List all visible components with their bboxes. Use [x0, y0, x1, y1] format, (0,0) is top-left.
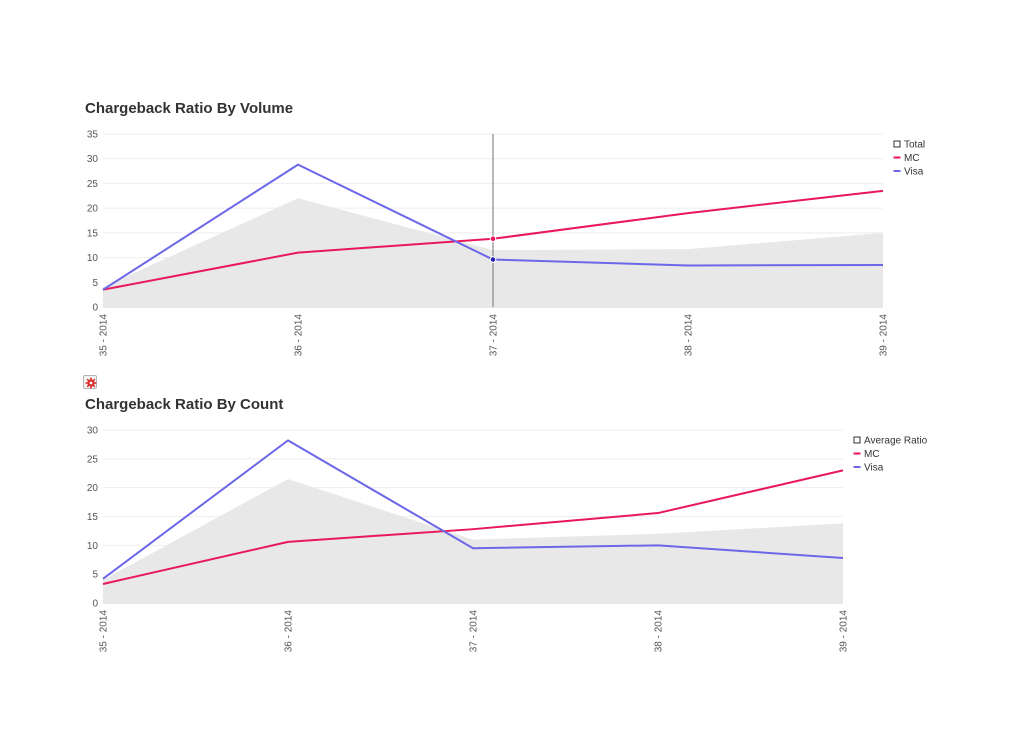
chart-volume[interactable]: 0 5 10 15 20 25 30 35 35 - 2014 36 - 2014 37 - 201… [0, 0, 1012, 370]
legend-label: Total [904, 140, 925, 151]
x-tick-label: 37 - 2014 [469, 610, 480, 653]
y-tick-label: 25 [87, 179, 99, 190]
y-tick-label: 35 [87, 130, 99, 141]
y-tick-label: 30 [87, 154, 99, 165]
chart-title-count: Chargeback Ratio By Count [85, 396, 284, 413]
series-line-visa [102, 439, 844, 580]
chart-title-volume: Chargeback Ratio By Volume [85, 100, 294, 117]
y-tick-label: 30 [87, 426, 99, 437]
y-tick-label: 0 [92, 599, 98, 610]
hover-marker-mc [489, 235, 497, 243]
settings-button[interactable] [83, 375, 97, 389]
hover-marker-visa [489, 256, 497, 263]
y-tick-label: 10 [87, 541, 99, 552]
x-tick-label: 36 - 2014 [294, 314, 305, 357]
series-line-mc [102, 469, 844, 585]
y-tick-label: 20 [87, 204, 99, 215]
x-tick-label: 35 - 2014 [99, 610, 110, 653]
y-tick-label: 10 [87, 253, 99, 264]
y-tick-label: 15 [87, 228, 99, 239]
legend-label: MC [904, 153, 920, 164]
y-tick-label: 5 [92, 278, 98, 289]
legend-label: MC [864, 449, 880, 460]
y-tick-label: 20 [87, 483, 99, 494]
legend-swatch-area [853, 436, 861, 444]
y-tick-label: 15 [87, 512, 99, 523]
legend-label: Average Ratio [864, 436, 928, 447]
x-tick-label: 37 - 2014 [489, 314, 500, 357]
x-tick-label: 39 - 2014 [839, 610, 850, 653]
x-tick-label: 36 - 2014 [284, 610, 295, 653]
gear-icon [85, 377, 97, 389]
x-tick-label: 38 - 2014 [684, 314, 695, 357]
y-tick-label: 25 [87, 454, 99, 465]
legend-label: Visa [864, 463, 884, 474]
series-area-average-ratio [103, 479, 843, 603]
x-tick-label: 39 - 2014 [879, 314, 890, 357]
legend-label: Visa [904, 167, 924, 178]
legend-swatch-area [893, 140, 901, 148]
y-tick-label: 5 [92, 570, 98, 581]
x-tick-label: 38 - 2014 [654, 610, 665, 653]
x-tick-label: 35 - 2014 [99, 314, 110, 357]
y-tick-label: 0 [92, 303, 98, 314]
